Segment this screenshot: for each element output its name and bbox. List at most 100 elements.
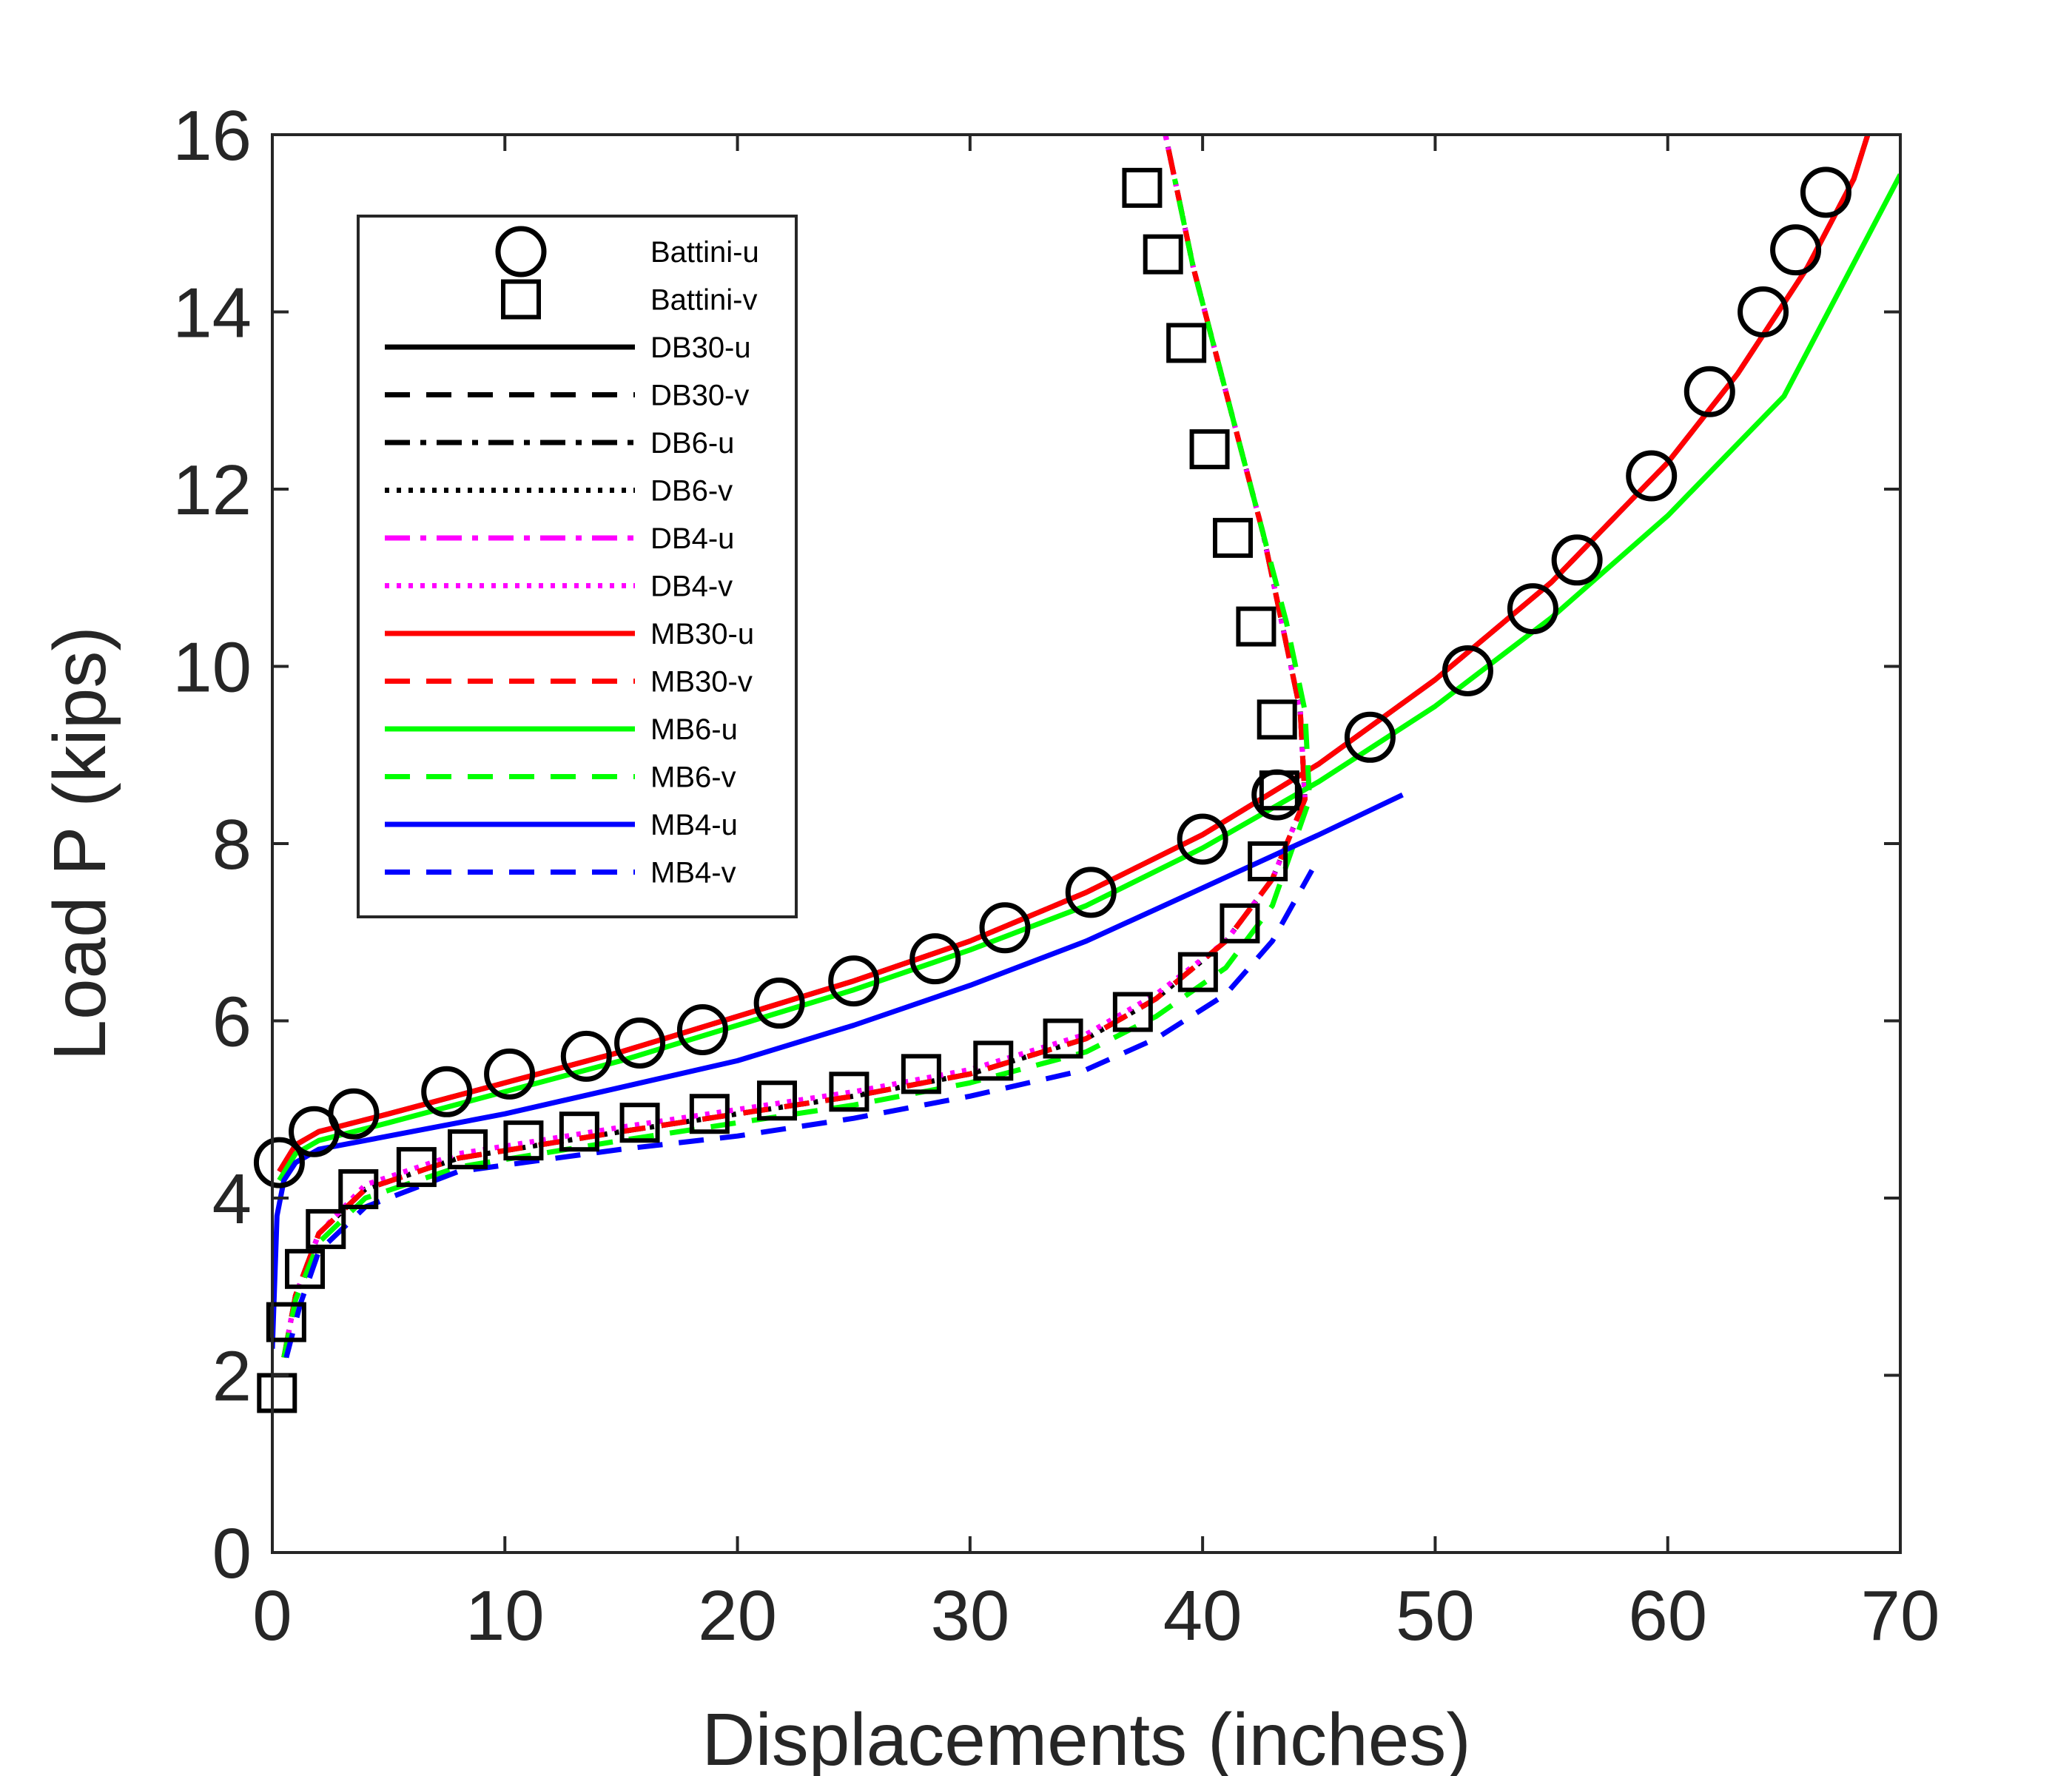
- x-tick-label: 50: [1396, 1576, 1475, 1655]
- battini-u-point: [253, 1137, 305, 1188]
- battini-v-point: [1177, 952, 1218, 992]
- y-tick-label: 14: [172, 274, 252, 353]
- x-tick-label: 30: [930, 1576, 1009, 1655]
- y-tick-label: 4: [212, 1160, 252, 1239]
- battini-v-point: [689, 1094, 730, 1134]
- battini-v-legend-label: Battini-v: [650, 284, 758, 317]
- y-tick-label: 2: [212, 1337, 252, 1416]
- battini-u-point: [1177, 813, 1228, 865]
- mb4-u-line: [272, 792, 1404, 1349]
- y-axis-label: Load P (kips): [38, 626, 121, 1060]
- x-axis-label: Displacements (inches): [702, 1698, 1470, 1776]
- battini-u-point: [1626, 450, 1678, 502]
- mb4-u-legend-label: MB4-u: [650, 809, 738, 841]
- battini-u-point: [1684, 366, 1735, 417]
- x-tick-label: 20: [698, 1576, 777, 1655]
- mb30-v-line: [281, 135, 1308, 1359]
- battini-v-point: [448, 1129, 488, 1170]
- mb6-u-legend-label: MB6-u: [650, 713, 738, 746]
- db30-v-legend-label: DB30-v: [650, 380, 749, 412]
- battini-u-point: [1344, 711, 1396, 763]
- mb30-u-line: [277, 135, 1871, 1173]
- battini-v-point: [306, 1208, 346, 1249]
- battini-v-point: [266, 1302, 306, 1342]
- db4-v-legend-label: DB4-v: [650, 571, 733, 603]
- series-lines: [272, 135, 1900, 1359]
- battini-v-legend-marker: [501, 279, 541, 320]
- battini-v-point: [1189, 429, 1230, 470]
- x-tick-label: 0: [252, 1576, 292, 1655]
- battini-u-legend-marker: [495, 226, 547, 278]
- battini-v-point: [503, 1120, 544, 1161]
- legend: Battini-u Battini-v DB30-u DB30-v DB6-u DB6-v…: [357, 215, 798, 918]
- battini-u-point: [1551, 534, 1603, 586]
- battini-u-point: [676, 1003, 728, 1055]
- battini-v-point: [396, 1147, 437, 1188]
- battini-u-point: [614, 1017, 666, 1069]
- mb6-v-legend-label: MB6-v: [650, 761, 736, 794]
- battini-u-point: [560, 1030, 612, 1082]
- y-tick-label: 0: [212, 1514, 252, 1593]
- battini-v-point: [1248, 841, 1288, 881]
- mb6-u-line: [277, 173, 1900, 1182]
- battini-u-point: [1507, 583, 1558, 635]
- db30-u-legend-label: DB30-u: [650, 332, 751, 364]
- x-tick-label: 60: [1628, 1576, 1707, 1655]
- battini-u-point: [328, 1088, 380, 1140]
- battini-v-point: [1166, 323, 1207, 363]
- legend-box: [357, 215, 798, 918]
- db4-u-legend-label: DB4-u: [650, 522, 734, 555]
- plot-area: 0 10 20 30 40 50 60 70 0 2 4 6 8 10 12 14 16: [172, 96, 1940, 1655]
- battini-u-point: [484, 1048, 536, 1100]
- battini-v-point: [1122, 167, 1163, 208]
- battini-v-point: [829, 1072, 870, 1112]
- mb4-v-line: [283, 869, 1314, 1359]
- db6-v-legend-label: DB6-v: [650, 475, 733, 508]
- battini-v-point: [619, 1103, 660, 1143]
- y-tick-label: 16: [172, 96, 252, 175]
- battini-u-point: [979, 902, 1031, 954]
- battini-u-point: [1770, 224, 1822, 276]
- battini-u-point: [421, 1066, 473, 1117]
- y-tick-label: 10: [172, 628, 252, 707]
- battini-u-point: [1800, 166, 1851, 218]
- battini-u-point: [828, 955, 880, 1007]
- battini-v-point: [1112, 992, 1153, 1032]
- battini-v-point: [1213, 517, 1253, 558]
- battini-v-point: [1143, 234, 1183, 275]
- battini-v-point: [757, 1080, 797, 1121]
- db6-u-legend-label: DB6-u: [650, 427, 734, 460]
- battini-v-point: [1236, 606, 1276, 647]
- mb6-v-line: [281, 178, 1313, 1359]
- mb4-v-legend-label: MB4-v: [650, 857, 736, 889]
- x-tick-label: 10: [465, 1576, 545, 1655]
- battini-u-point: [1065, 867, 1117, 918]
- battini-u-point: [1442, 645, 1493, 696]
- y-tick-label: 12: [172, 451, 252, 530]
- battini-v-point: [1220, 903, 1260, 944]
- battini-u-point: [1738, 286, 1789, 337]
- y-tick-label: 6: [212, 983, 252, 1062]
- battini-v-point: [901, 1054, 941, 1094]
- battini-v-point: [1043, 1018, 1083, 1059]
- battini-v-point: [1259, 770, 1299, 811]
- battini-u-point: [753, 978, 805, 1029]
- series-markers: [253, 166, 1851, 1413]
- x-tick-label: 70: [1861, 1576, 1940, 1655]
- series-layer: [253, 135, 1900, 1413]
- battini-v-point: [338, 1169, 379, 1210]
- db4-v-line: [281, 135, 1308, 1359]
- mb30-v-legend-label: MB30-v: [650, 666, 753, 699]
- y-tick-label: 8: [212, 805, 252, 884]
- battini-v-point: [559, 1111, 599, 1152]
- battini-v-point: [973, 1040, 1014, 1081]
- battini-v-point: [285, 1248, 325, 1289]
- x-tick-label: 40: [1163, 1576, 1242, 1655]
- ticks-layer: 0 10 20 30 40 50 60 70 0 2 4 6 8 10 12 14 16: [172, 96, 1940, 1655]
- battini-v-point: [1257, 699, 1297, 740]
- mb30-u-legend-label: MB30-u: [650, 618, 754, 650]
- battini-u-legend-label: Battini-u: [650, 236, 759, 269]
- battini-u-point: [909, 933, 961, 985]
